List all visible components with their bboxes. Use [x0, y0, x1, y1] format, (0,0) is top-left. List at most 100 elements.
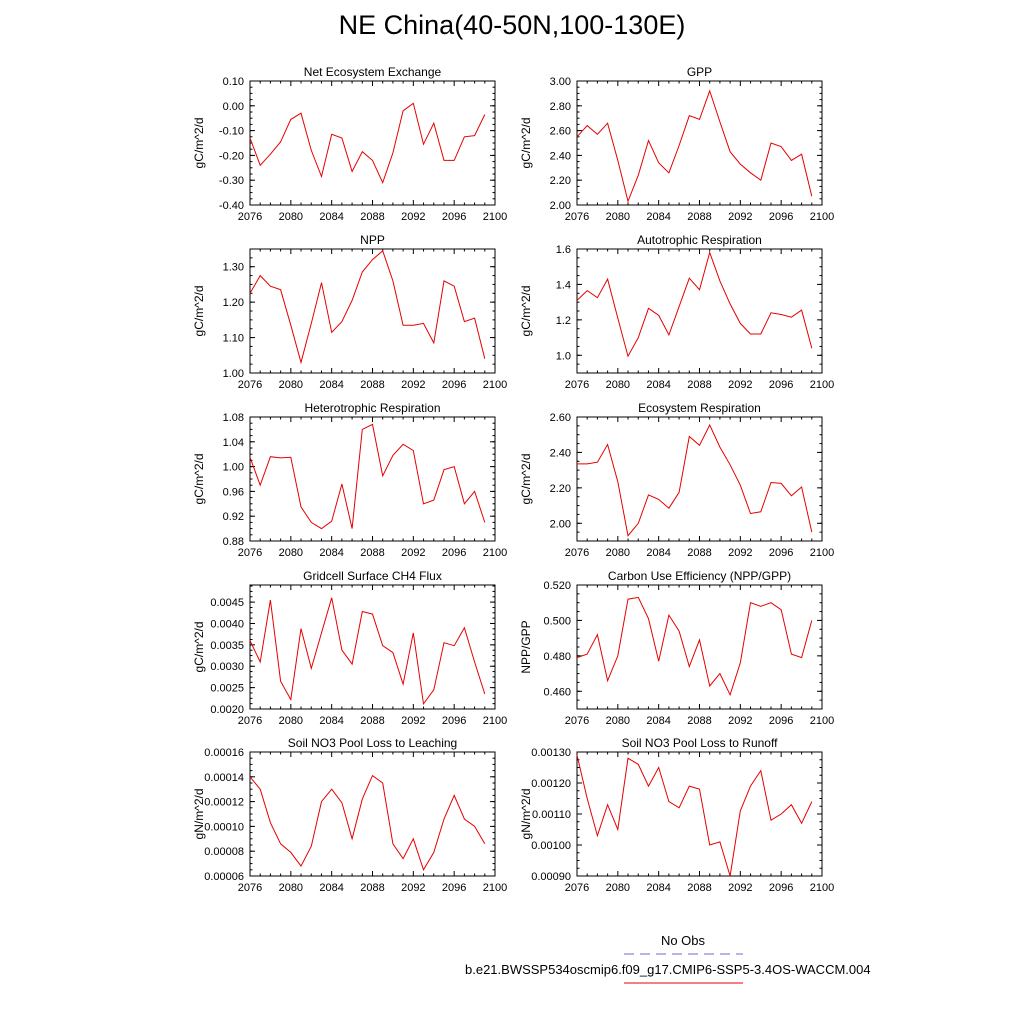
legend-model-label: b.e21.BWSSP534oscmip6.f09_g17.CMIP6-SSP5… [465, 962, 871, 977]
y-tick-label: 0.0025 [210, 683, 244, 695]
plot-title: Heterotrophic Respiration [304, 401, 440, 415]
x-tick-label: 2076 [565, 882, 589, 894]
x-tick-label: 2092 [728, 715, 752, 727]
y-tick-label: 0.00010 [204, 821, 244, 833]
plot-title: GPP [687, 65, 712, 79]
x-tick-label: 2100 [810, 882, 834, 894]
x-tick-label: 2084 [646, 379, 670, 391]
plot-title: Soil NO3 Pool Loss to Runoff [622, 736, 779, 750]
x-tick-label: 2076 [238, 211, 262, 223]
y-tick-label: 3.00 [550, 76, 571, 88]
x-tick-label: 2088 [360, 715, 384, 727]
x-tick-label: 2076 [238, 547, 262, 559]
x-tick-label: 2084 [319, 715, 343, 727]
x-tick-label: 2076 [565, 211, 589, 223]
x-tick-label: 2088 [360, 211, 384, 223]
x-tick-label: 2092 [401, 882, 425, 894]
x-tick-label: 2084 [319, 211, 343, 223]
y-tick-label: 0.00130 [531, 747, 571, 759]
x-tick-label: 2100 [483, 882, 507, 894]
plot-frame [576, 248, 823, 374]
series-line [576, 89, 813, 203]
legend-obs-label: No Obs [660, 933, 706, 948]
x-tick-label: 2100 [483, 379, 507, 391]
x-tick-label: 2100 [810, 379, 834, 391]
x-tick-label: 2084 [646, 547, 670, 559]
x-tick-label: 2092 [401, 379, 425, 391]
x-tick-label: 2084 [319, 379, 343, 391]
y-tick-label: -0.10 [219, 126, 244, 138]
x-tick-label: 2088 [360, 882, 384, 894]
y-tick-label: 1.00 [223, 462, 244, 474]
x-tick-label: 2080 [279, 715, 303, 727]
y-tick-label: 0.0045 [210, 597, 244, 609]
y-tick-label: 1.4 [556, 279, 571, 291]
y-tick-label: 0.00014 [204, 772, 244, 784]
x-tick-label: 2084 [646, 882, 670, 894]
y-tick-label: 1.00 [223, 368, 244, 380]
y-tick-label: 1.2 [556, 315, 571, 327]
x-tick-label: 2088 [687, 379, 711, 391]
x-tick-label: 2076 [565, 379, 589, 391]
y-tick-label: 0.00016 [204, 747, 244, 759]
plot-title: NPP [360, 233, 385, 247]
x-tick-label: 2076 [565, 547, 589, 559]
y-axis-label: gC/m^2/d [519, 118, 533, 169]
y-axis-label: gC/m^2/d [192, 286, 206, 337]
y-tick-label: 2.40 [550, 447, 571, 459]
series-line [249, 774, 486, 872]
x-tick-label: 2080 [606, 379, 630, 391]
plot-title: Soil NO3 Pool Loss to Leaching [288, 736, 457, 750]
x-tick-label: 2076 [238, 882, 262, 894]
y-axis-label: gN/m^2/d [519, 789, 533, 840]
y-tick-label: 2.40 [550, 150, 571, 162]
y-tick-label: 2.00 [550, 518, 571, 530]
x-tick-label: 2092 [728, 211, 752, 223]
series-line [249, 597, 486, 706]
x-tick-label: 2096 [442, 715, 466, 727]
y-tick-label: 2.20 [550, 175, 571, 187]
x-tick-label: 2088 [360, 379, 384, 391]
x-tick-label: 2080 [606, 211, 630, 223]
series-line [577, 423, 813, 537]
x-tick-label: 2092 [728, 379, 752, 391]
x-tick-label: 2096 [442, 547, 466, 559]
x-tick-label: 2092 [401, 211, 425, 223]
x-tick-label: 2100 [810, 715, 834, 727]
series-line [249, 423, 486, 530]
x-tick-label: 2084 [319, 882, 343, 894]
series-line [576, 754, 813, 877]
y-axis-label: gC/m^2/d [519, 286, 533, 337]
plot-title: Autotrophic Respiration [637, 233, 762, 247]
plot-title: Carbon Use Efficiency (NPP/GPP) [608, 569, 791, 583]
x-tick-label: 2080 [606, 547, 630, 559]
x-tick-label: 2088 [360, 547, 384, 559]
y-tick-label: 0.00008 [204, 846, 244, 858]
plot-frame [576, 584, 823, 710]
y-tick-label: 0.00090 [531, 871, 571, 883]
x-tick-label: 2092 [401, 547, 425, 559]
x-tick-label: 2096 [769, 882, 793, 894]
x-tick-label: 2100 [483, 715, 507, 727]
x-tick-label: 2096 [769, 211, 793, 223]
x-tick-label: 2076 [565, 715, 589, 727]
y-tick-label: 1.30 [223, 262, 244, 274]
x-tick-label: 2088 [687, 211, 711, 223]
y-axis-label: NPP/GPP [519, 620, 533, 673]
x-tick-label: 2096 [442, 379, 466, 391]
x-tick-label: 2100 [810, 211, 834, 223]
x-tick-label: 2076 [238, 715, 262, 727]
x-tick-label: 2080 [279, 379, 303, 391]
y-tick-label: 1.20 [223, 297, 244, 309]
plot-title: Ecosystem Respiration [638, 401, 761, 415]
y-tick-label: -0.30 [219, 175, 244, 187]
y-tick-label: 2.60 [550, 126, 571, 138]
series-line [249, 102, 486, 185]
y-tick-label: 0.0030 [210, 661, 244, 673]
y-tick-label: 1.10 [223, 333, 244, 345]
series-line [576, 250, 813, 358]
y-tick-label: 1.08 [223, 412, 244, 424]
x-tick-label: 2080 [606, 715, 630, 727]
x-tick-label: 2096 [769, 715, 793, 727]
